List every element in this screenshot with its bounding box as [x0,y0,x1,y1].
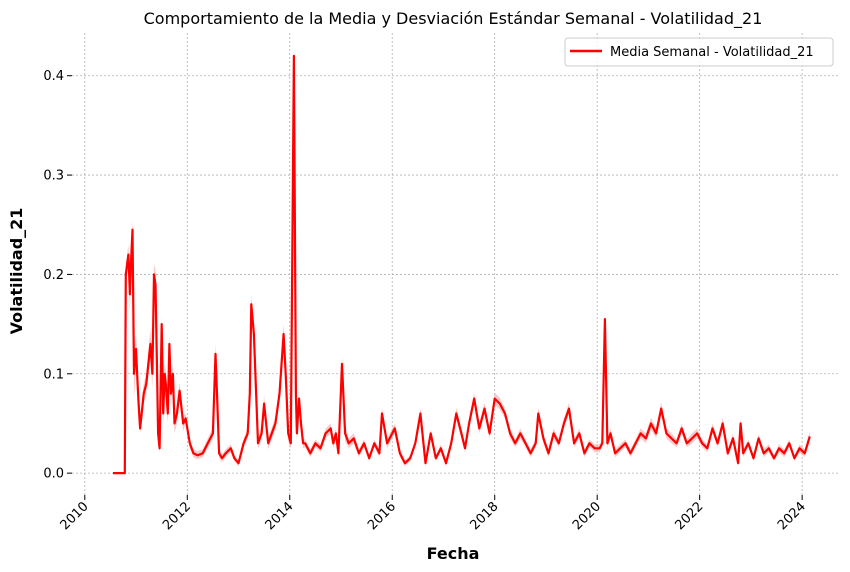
x-tick-label: 2022 [672,499,706,533]
x-tick-label: 2010 [58,499,92,533]
series-line-group [113,54,811,475]
y-tick-label: 0.2 [43,268,64,283]
x-tick-label: 2012 [160,499,194,533]
x-tick-label: 2018 [468,499,502,533]
y-tick-label: 0.0 [43,467,64,482]
x-tick-label: 2014 [263,499,297,533]
y-axis-ticks: 0.0 0.1 0.2 0.3 0.4 [43,69,72,482]
y-tick-label: 0.4 [43,69,64,84]
x-axis-label: Fecha [427,544,480,563]
y-tick-label: 0.3 [43,169,64,184]
legend: Media Semanal - Volatilidad_21 [564,37,834,67]
x-tick-label: 2020 [570,499,604,533]
legend-label: Media Semanal - Volatilidad_21 [610,45,814,60]
x-axis-ticks: 2010 2012 2014 2016 2018 2020 2022 2024 [58,495,809,533]
grid-lines [72,33,838,495]
x-tick-label: 2016 [365,499,399,533]
y-tick-label: 0.1 [43,367,64,382]
legend-box [564,37,834,67]
series-line [113,54,811,475]
chart-title: Comportamiento de la Media y Desviación … [144,9,763,29]
x-tick-label: 2024 [775,499,809,533]
y-axis-label: Volatilidad_21 [7,208,26,335]
